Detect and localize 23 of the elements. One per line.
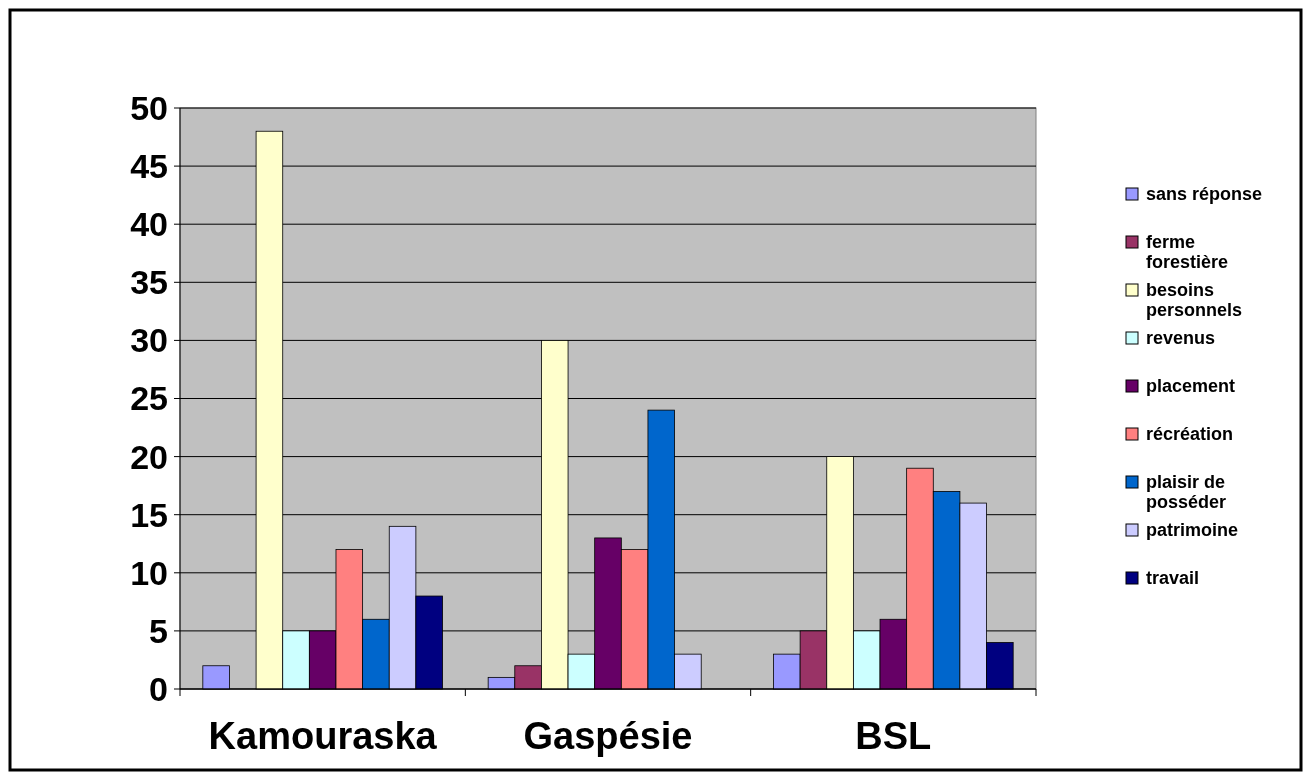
- y-tick-label: 40: [130, 205, 168, 244]
- y-tick-label: 20: [130, 437, 168, 476]
- x-tick-label: BSL: [855, 715, 932, 757]
- legend-label: placement: [1146, 376, 1236, 397]
- legend-label: récréation: [1146, 424, 1234, 445]
- y-tick-label: 15: [130, 495, 168, 534]
- legend-label: travail: [1146, 568, 1200, 589]
- y-tick-label: 0: [149, 669, 168, 708]
- legend-label: patrimoine: [1146, 520, 1239, 541]
- y-tick-label: 50: [130, 88, 168, 127]
- y-tick-label: 5: [149, 611, 168, 650]
- legend-label: ferme forestière: [1146, 232, 1229, 273]
- x-tick-label: Gaspésie: [523, 715, 693, 757]
- legend-label: plaisir de posséder: [1146, 472, 1227, 513]
- legend-label: besoins personnels: [1146, 280, 1243, 321]
- y-tick-label: 30: [130, 321, 168, 360]
- y-tick-label: 35: [130, 263, 168, 302]
- x-tick-label: Kamouraska: [208, 715, 438, 757]
- y-tick-label: 45: [130, 147, 168, 185]
- legend-label: sans réponse: [1146, 184, 1263, 205]
- y-tick-label: 10: [130, 553, 168, 592]
- legend-label: revenus: [1146, 328, 1216, 349]
- y-tick-label: 25: [130, 379, 168, 418]
